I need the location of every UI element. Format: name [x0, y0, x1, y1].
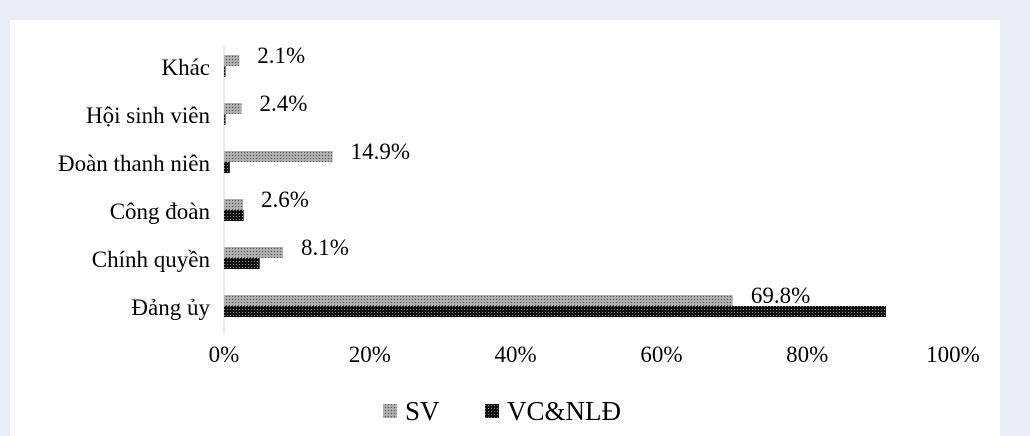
legend-swatch-vc-nld	[485, 404, 499, 418]
bar-vc-nld-hoi-sinh-vien	[224, 114, 226, 125]
x-tick-label-0: 0%	[209, 342, 240, 367]
data-label-sv-doan-thanh-nien: 14.9%	[351, 139, 410, 164]
data-label-sv-chinh-quyen: 8.1%	[301, 235, 349, 260]
category-label-cong-doan: Công đoàn	[110, 199, 211, 224]
category-labels: Khác Hội sinh viên Đoàn thanh niên Công đoà…	[58, 55, 211, 320]
x-tick-label-20: 20%	[349, 342, 391, 367]
x-tick-label-80: 80%	[786, 342, 828, 367]
bar-sv-khac	[224, 55, 240, 66]
bar-chart: Khác Hội sinh viên Đoàn thanh niên Công đoà…	[58, 43, 980, 426]
category-label-chinh-quyen: Chính quyền	[92, 247, 211, 272]
x-tick-label-60: 60%	[640, 342, 682, 367]
category-label-dang-uy: Đảng ủy	[131, 295, 210, 320]
bar-sv-doan-thanh-nien	[224, 151, 333, 162]
data-label-sv-khac: 2.1%	[257, 43, 305, 68]
chart-panel: Khác Hội sinh viên Đoàn thanh niên Công đoà…	[10, 20, 1000, 436]
category-label-khac: Khác	[161, 55, 210, 80]
bar-sv-chinh-quyen	[224, 247, 284, 258]
bar-vc-nld-khac	[224, 66, 226, 77]
bars-layer	[223, 46, 886, 334]
bar-vc-nld-cong-doan	[224, 210, 244, 221]
data-label-sv-dang-uy: 69.8%	[751, 283, 810, 308]
data-labels: 2.1% 2.4% 14.9% 2.6% 8.1% 69.8%	[257, 43, 810, 308]
bar-sv-hoi-sinh-vien	[224, 103, 242, 114]
legend-label-vc-nld: VC&NLĐ	[507, 396, 621, 426]
bar-vc-nld-doan-thanh-nien	[224, 162, 230, 173]
x-tick-label-100: 100%	[926, 342, 980, 367]
legend-label-sv: SV	[405, 396, 440, 426]
data-label-sv-hoi-sinh-vien: 2.4%	[259, 91, 307, 116]
legend-swatch-sv	[383, 404, 397, 418]
category-label-hoi-sinh-vien: Hội sinh viên	[86, 103, 210, 128]
category-label-doan-thanh-nien: Đoàn thanh niên	[58, 151, 211, 176]
bar-sv-cong-doan	[224, 199, 243, 210]
legend: SV VC&NLĐ	[383, 396, 621, 426]
x-tick-label-40: 40%	[495, 342, 537, 367]
x-axis-ticks: 0% 20% 40% 60% 80% 100%	[209, 342, 980, 367]
bar-sv-dang-uy	[224, 295, 733, 306]
bar-vc-nld-dang-uy	[224, 306, 886, 317]
bar-vc-nld-chinh-quyen	[224, 258, 260, 269]
data-label-sv-cong-doan: 2.6%	[261, 187, 309, 212]
